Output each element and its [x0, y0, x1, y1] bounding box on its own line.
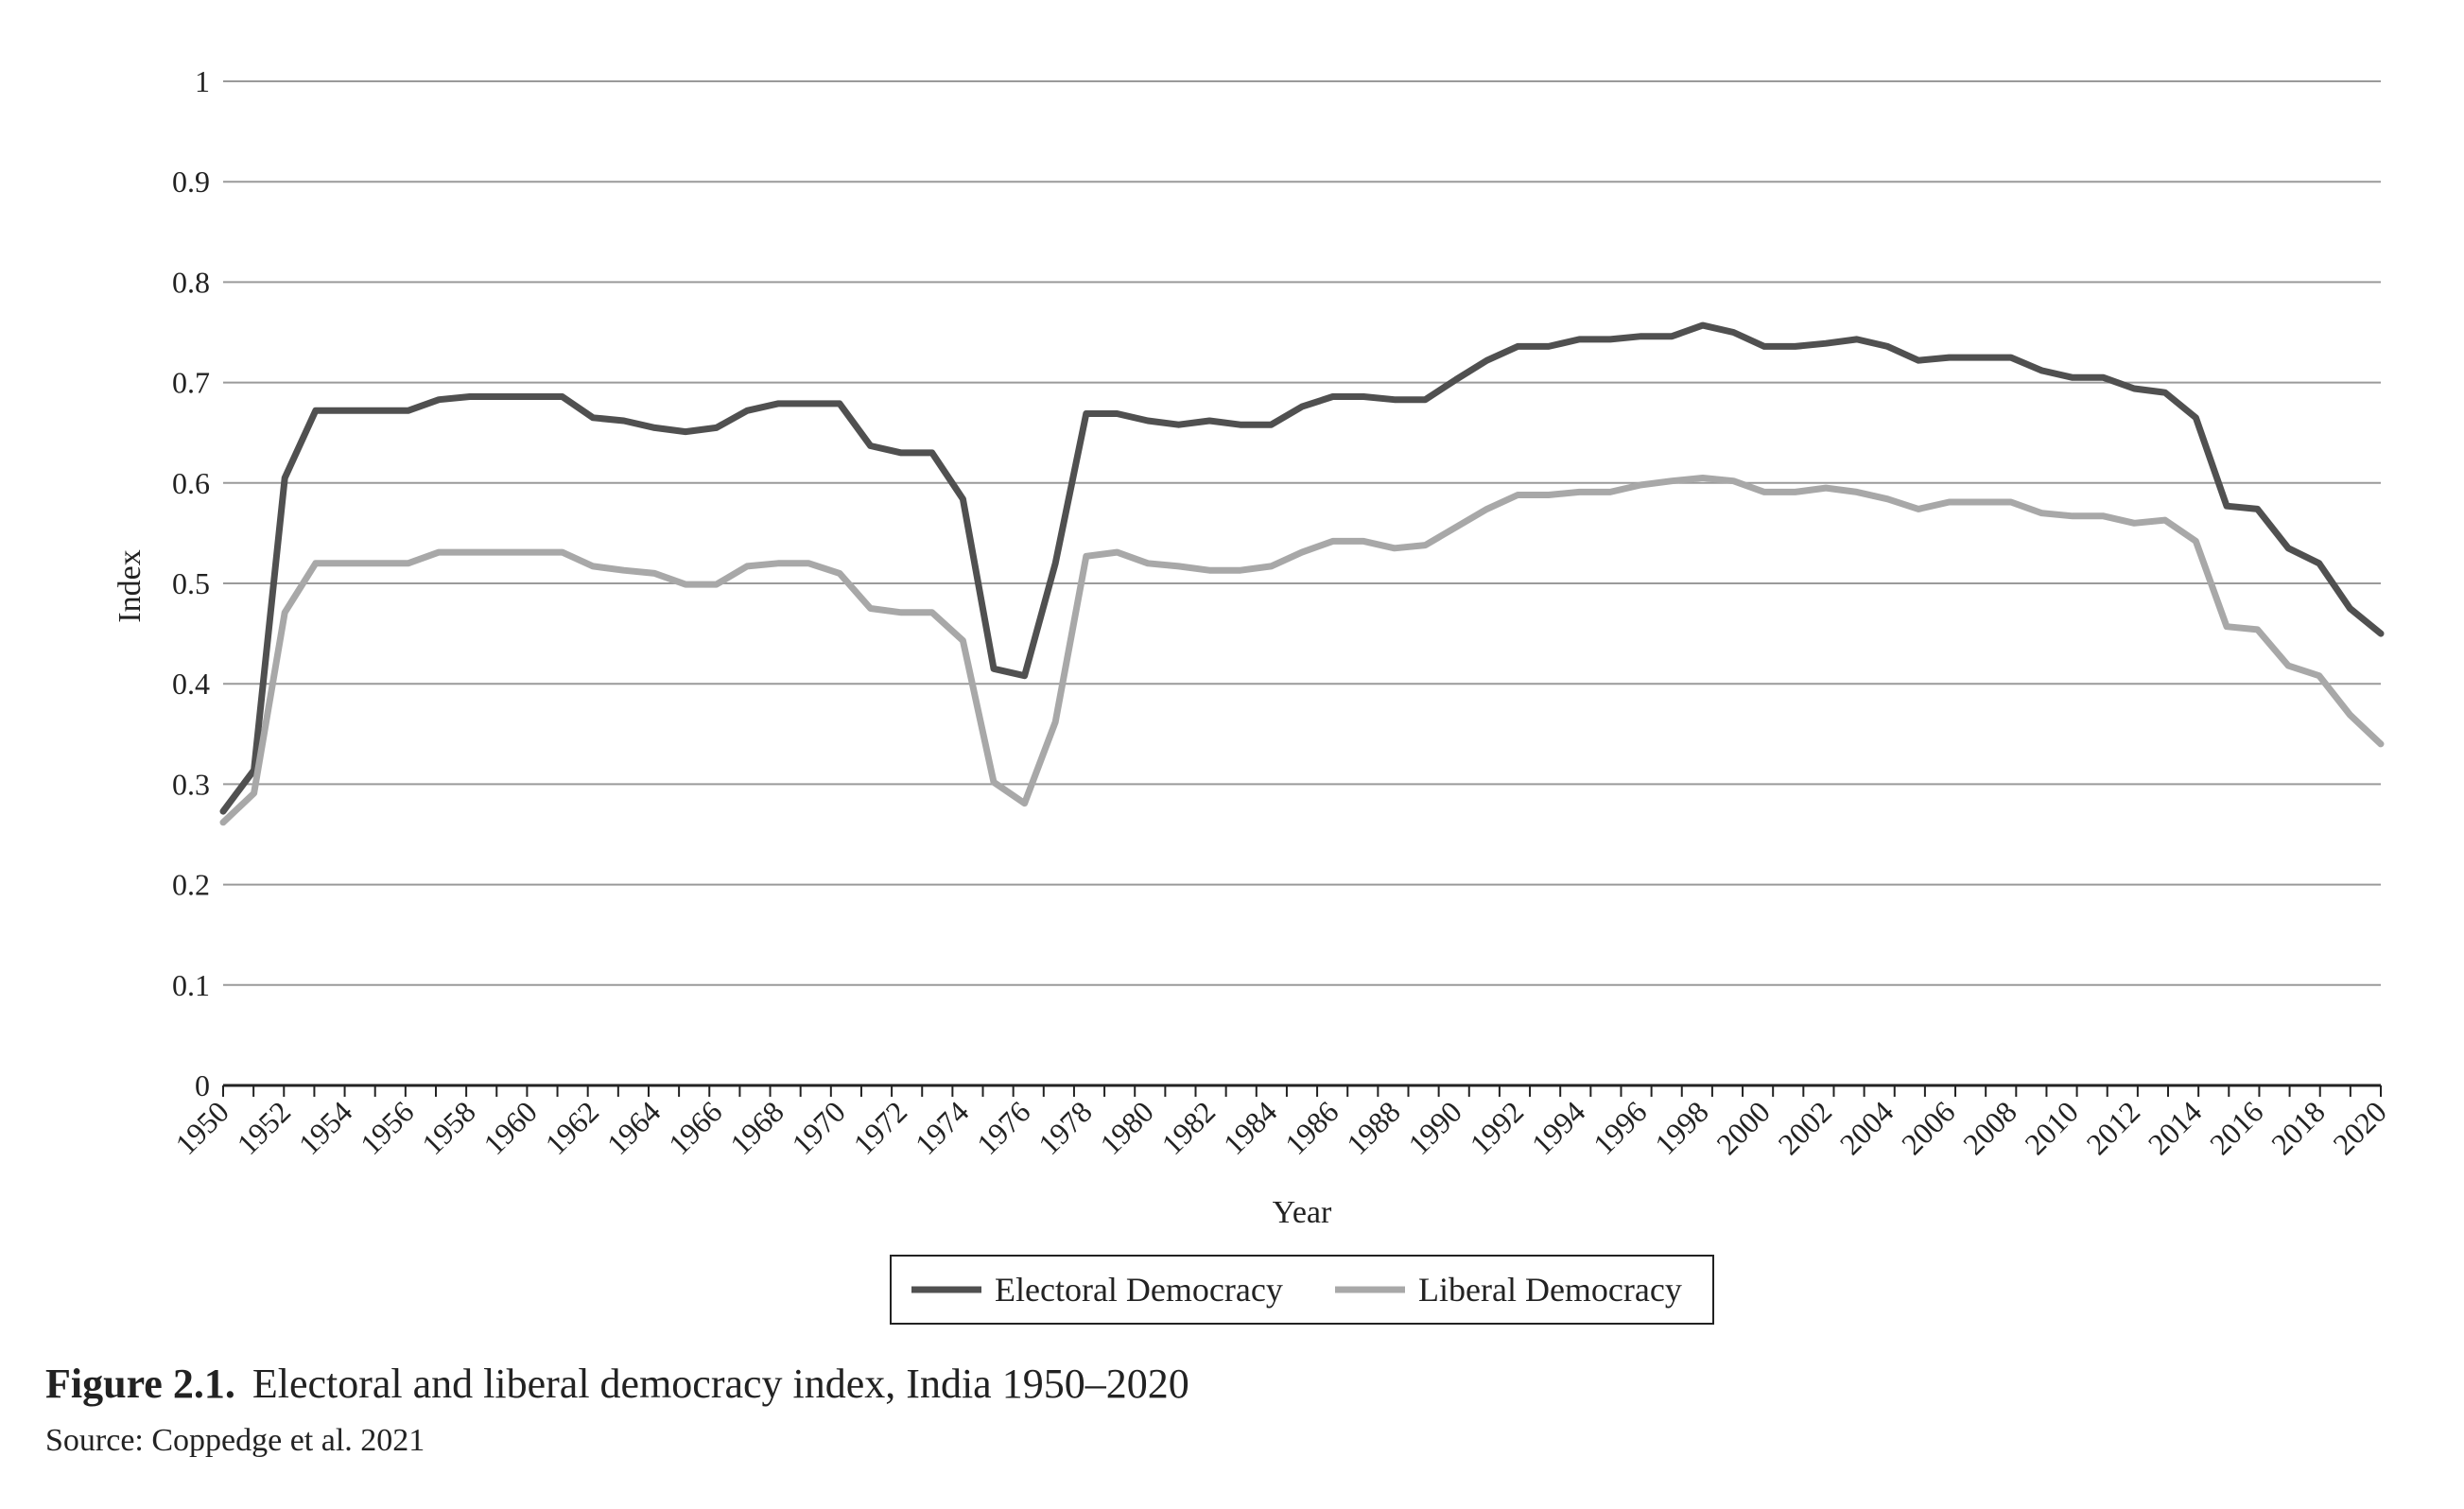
- legend-box: [890, 1255, 1714, 1325]
- x-tick-label: 2002: [1771, 1094, 1838, 1161]
- x-tick-label: 2018: [2264, 1094, 2332, 1161]
- x-tick-label: 1998: [1648, 1094, 1715, 1161]
- x-tick-label: 2008: [1956, 1094, 2023, 1161]
- x-tick-label: 1978: [1032, 1094, 1099, 1161]
- x-tick-label: 1964: [600, 1094, 668, 1161]
- x-tick-label: 1954: [292, 1094, 359, 1161]
- y-tick-label: 0.4: [172, 667, 210, 701]
- y-tick-label: 0.3: [172, 767, 210, 801]
- x-tick-label: 1994: [1525, 1094, 1592, 1161]
- figure-label: Figure 2.1.: [45, 1361, 235, 1407]
- x-tick-label: 1962: [538, 1094, 605, 1161]
- x-tick-label: 1968: [723, 1094, 790, 1161]
- x-tick-label: 2016: [2203, 1094, 2270, 1161]
- x-tick-label: 1952: [230, 1094, 297, 1161]
- x-tick-label: 2000: [1709, 1094, 1777, 1161]
- y-tick-label: 0.9: [172, 165, 210, 199]
- x-tick-label: 2014: [2142, 1094, 2209, 1161]
- x-tick-labels: 1950195219541956195819601962196419661968…: [168, 1094, 2393, 1161]
- y-tick-label: 0.8: [172, 265, 210, 299]
- x-tick-label: 1956: [354, 1094, 421, 1161]
- y-tick-labels: 0 0.1 0.2 0.3 0.4 0.5 0.6 0.7 0.8 0.9 1: [172, 64, 210, 1102]
- x-tick-label: 1950: [168, 1094, 235, 1161]
- y-tick-label: 0.6: [172, 466, 210, 500]
- legend-label-liberal-democracy: Liberal Democracy: [1418, 1271, 1682, 1309]
- gridlines: [223, 80, 2381, 986]
- x-tick-label: 1976: [970, 1094, 1037, 1161]
- series-line-liberal-democracy: [219, 475, 2385, 826]
- figure-title: Electoral and liberal democracy index, I…: [252, 1361, 1189, 1407]
- x-tick-label: 1992: [1463, 1094, 1530, 1161]
- x-tick-label: 1996: [1587, 1094, 1654, 1161]
- x-tick-label: 1990: [1401, 1094, 1468, 1161]
- x-tick-label: 1986: [1278, 1094, 1345, 1161]
- y-tick-label: 0.7: [172, 366, 210, 400]
- axes: [222, 1084, 2382, 1097]
- x-tick-label: 1970: [785, 1094, 852, 1161]
- x-tick-label: 1966: [662, 1094, 729, 1161]
- y-tick-label: 1: [195, 64, 210, 98]
- x-axis-title: Year: [1273, 1195, 1332, 1230]
- x-tick-label: 2010: [2018, 1094, 2085, 1161]
- x-tick-label: 1960: [477, 1094, 544, 1161]
- legend: Electoral Democracy Liberal Democracy: [890, 1255, 1714, 1325]
- x-tick-label: 2006: [1895, 1094, 1962, 1161]
- y-tick-label: 0.1: [172, 968, 210, 1002]
- x-tick-label: 1988: [1340, 1094, 1407, 1161]
- y-axis-title: Index: [113, 549, 147, 622]
- series-line-electoral-democracy: [219, 321, 2385, 815]
- legend-label-electoral-democracy: Electoral Democracy: [995, 1271, 1283, 1309]
- y-tick-label: 0: [195, 1068, 210, 1102]
- x-tick-label: 1972: [846, 1094, 913, 1161]
- x-tick-label: 1958: [415, 1094, 482, 1161]
- x-tick-label: 2020: [2326, 1094, 2393, 1161]
- x-tick-label: 1974: [909, 1094, 976, 1161]
- x-tick-label: 2004: [1833, 1094, 1900, 1161]
- y-tick-label: 0.5: [172, 566, 210, 600]
- series-lines: [219, 321, 2385, 826]
- x-tick-label: 1984: [1217, 1094, 1284, 1161]
- x-tick-label: 1982: [1154, 1094, 1222, 1161]
- y-tick-label: 0.2: [172, 868, 210, 902]
- figure-caption: Figure 2.1. Electoral and liberal democra…: [45, 1360, 1189, 1408]
- x-tick-label: 1980: [1093, 1094, 1160, 1161]
- figure-source: Source: Coppedge et al. 2021: [45, 1423, 425, 1458]
- x-tick-label: 2012: [2079, 1094, 2146, 1161]
